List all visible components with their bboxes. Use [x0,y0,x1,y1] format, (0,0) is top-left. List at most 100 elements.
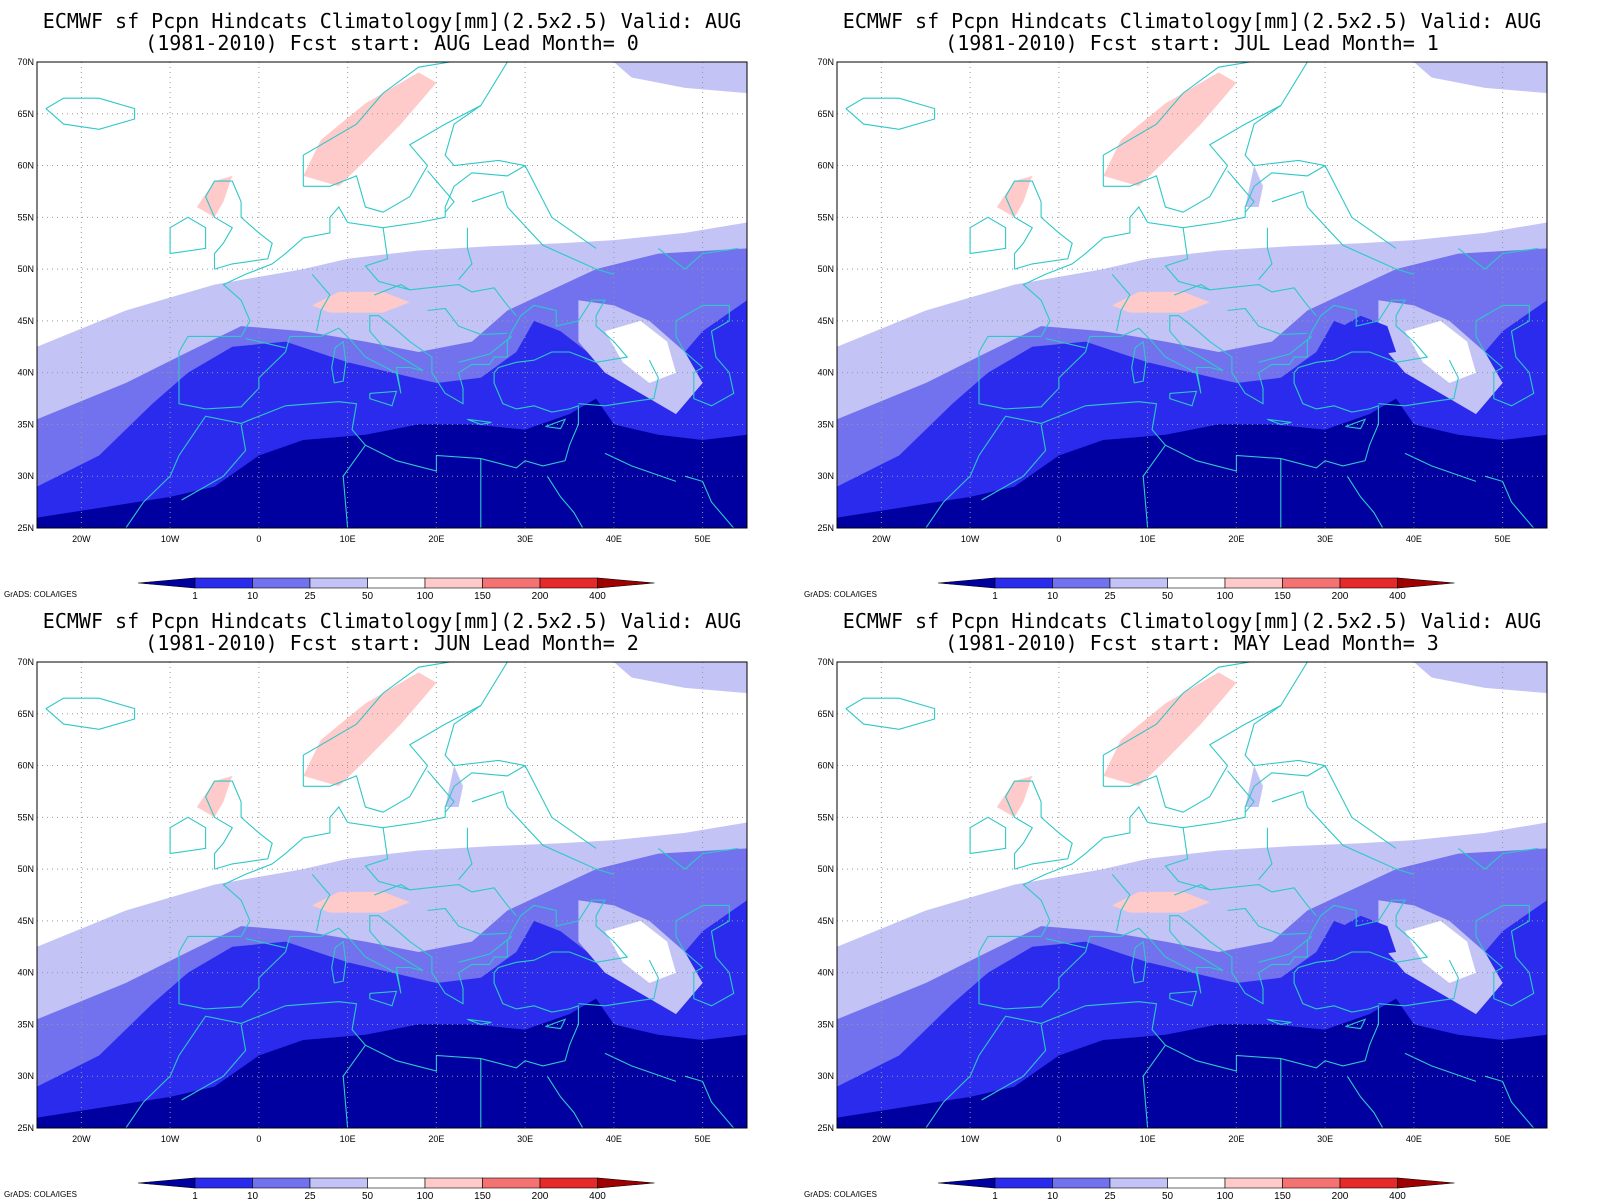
lat-tick-label: 50N [17,864,34,874]
lat-tick-label: 45N [817,316,834,326]
coastline [1484,475,1535,528]
colorbar-label: 50 [362,1191,374,1200]
colorbar-label: 10 [247,1191,259,1200]
colorbar-swatch [1052,1177,1111,1189]
lon-tick-label: 40E [606,1134,622,1144]
coastline [1142,444,1166,528]
lon-tick-label: 20W [72,534,91,544]
colorbar-label: 1 [992,591,998,600]
coastline [369,390,398,407]
coastline [1258,335,1313,363]
coastline [1227,170,1255,213]
coastline [331,340,347,384]
coastline [981,424,1047,501]
coastline [45,97,136,130]
map-title-line-2: (1981-2010) Fcst start: JUN Lead Month= … [145,631,639,655]
colorbar-swatch [1167,577,1226,589]
lat-tick-label: 25N [817,1123,834,1133]
lat-tick-label: 60N [17,161,34,171]
coastline [1258,935,1313,963]
lon-tick-label: 10W [161,534,180,544]
colorbar-swatch [252,577,311,589]
coastline [458,227,473,280]
lat-tick-label: 40N [817,968,834,978]
precip-100-150-alps [1112,291,1210,313]
precip-50-100-region-east [1405,320,1476,383]
coastline [1404,1052,1477,1082]
precip-100-150-alps [312,891,410,913]
lon-tick-label: 10E [1140,534,1156,544]
lon-tick-label: 20E [428,1134,444,1144]
lon-tick-label: 40E [1406,534,1422,544]
coastline [331,940,347,984]
coastline [1174,283,1317,317]
colorbar-label: 50 [1162,591,1174,600]
precip-1-10-blacksea [1334,315,1397,358]
precip-100-150-scotland [196,775,233,818]
coastline [427,770,455,813]
coastline [657,247,739,270]
coastline [427,170,455,213]
lon-tick-label: 30E [517,1134,533,1144]
grads-credit: GrADS: COLA/IGES [4,590,77,599]
map-area [837,62,1547,528]
colorbar-label: 150 [474,1191,491,1200]
colorbar-low-arrow [137,1177,196,1189]
coastline [1475,904,1535,1007]
coastline [1324,165,1397,249]
precip-100-150-alps [1112,891,1210,913]
map-frame [836,61,1548,529]
colorbar-label: 150 [1274,591,1291,600]
coastline [925,105,1429,528]
lon-tick-label: 20E [428,534,444,544]
lat-tick-label: 35N [817,419,834,429]
colorbar-label: 100 [1217,591,1234,600]
coastline [1045,937,1086,949]
coastline [1169,390,1198,407]
map-panel-lead-3: ECMWF sf Pcpn Hindcats Climatology[mm](2… [800,600,1600,1200]
coastline [1457,247,1539,270]
colorbar-swatch [194,1177,253,1189]
coastline [302,662,509,813]
colorbar-label: 400 [1389,1191,1406,1200]
coastline [1404,452,1477,482]
coastline [181,424,247,501]
coastline [546,1075,584,1128]
coastline [1378,959,1459,1007]
lat-tick-label: 45N [817,916,834,926]
coastline [45,697,136,730]
coastline [845,697,936,730]
colorbar-label: 200 [532,1191,549,1200]
lat-tick-label: 25N [17,523,34,533]
colorbar: 1 10 25 50 100 150 200 400 [937,1177,1455,1200]
coastline [506,206,615,275]
coastline [1258,827,1273,880]
coastline [364,227,410,291]
coastline [657,847,739,870]
coastline [969,816,1007,855]
coastline [125,705,629,1128]
coastline [981,1024,1047,1101]
lon-tick-label: 0 [256,534,261,544]
coastline [125,105,629,528]
lat-tick-label: 70N [817,57,834,67]
colorbar-swatch [194,577,253,589]
grads-credit: GrADS: COLA/IGES [4,1190,77,1199]
colorbar-label: 50 [1162,1191,1174,1200]
coastline [845,97,936,130]
coastline [169,216,207,255]
coastline [311,873,331,932]
precip-0-1-region [837,398,1547,528]
precip-100-150-scotland [996,175,1033,218]
colorbar-low-arrow [937,1177,996,1189]
coastline [1346,475,1384,528]
coastline [204,780,273,870]
coastline [1258,227,1273,280]
colorbar-label: 400 [1389,591,1406,600]
coastline [1169,990,1198,1007]
colorbar-high-arrow [1397,1177,1455,1189]
coastline [1045,337,1086,349]
coastline [364,827,410,891]
lat-tick-label: 70N [17,657,34,667]
lon-tick-label: 10W [161,1134,180,1144]
